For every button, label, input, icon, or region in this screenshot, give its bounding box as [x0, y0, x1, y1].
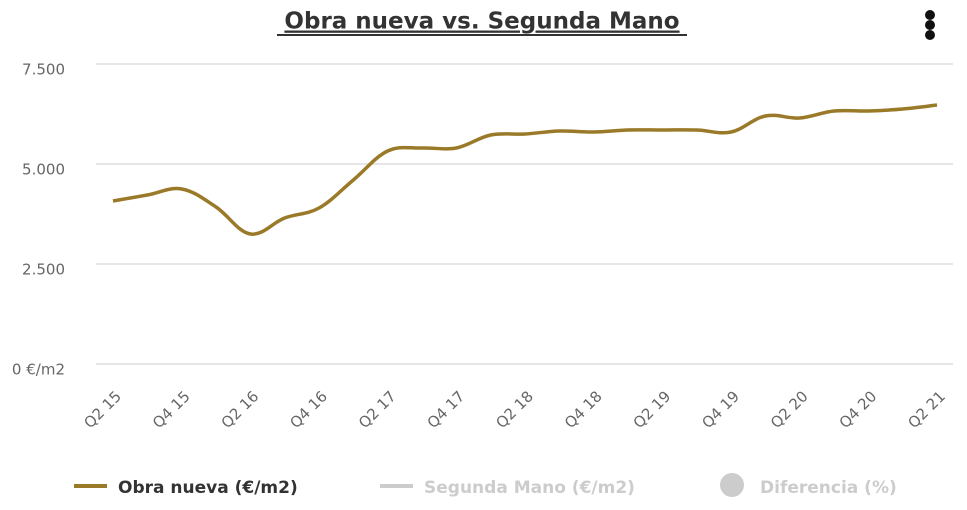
- x-tick-label: Q4 20: [836, 387, 881, 432]
- x-tick-label: Q2 21: [904, 387, 949, 432]
- x-tick-label: Q2 19: [630, 387, 675, 432]
- menu-dot[interactable]: [925, 10, 935, 20]
- legend-label[interactable]: Diferencia (%): [760, 478, 897, 498]
- x-tick-label: Q4 18: [561, 387, 606, 432]
- x-tick-label: Q2 16: [218, 387, 263, 432]
- x-tick-label: Q2 20: [767, 387, 812, 432]
- x-tick-label: Q4 17: [424, 387, 469, 432]
- y-tick-label: 2.500: [22, 261, 65, 279]
- legend-label[interactable]: Segunda Mano (€/m2): [424, 478, 635, 498]
- legend-label[interactable]: Obra nueva (€/m2): [118, 478, 298, 498]
- menu-dot[interactable]: [925, 30, 935, 40]
- chart-title: Obra nueva vs. Segunda Mano: [284, 9, 679, 35]
- series-line: [112, 103, 938, 236]
- x-tick-label: Q4 19: [698, 387, 743, 432]
- menu-dot[interactable]: [925, 20, 935, 30]
- y-tick-label: 5.000: [22, 161, 65, 179]
- x-tick-label: Q4 15: [149, 387, 194, 432]
- x-tick-label: Q2 17: [355, 387, 400, 432]
- x-tick-label: Q4 16: [286, 387, 331, 432]
- y-tick-label: 7.500: [22, 61, 65, 79]
- x-tick-label: Q2 18: [492, 387, 537, 432]
- y-tick-label: 0 €/m2: [12, 361, 65, 379]
- x-tick-label: Q2 15: [80, 387, 125, 432]
- legend-symbol: [720, 473, 744, 497]
- menu-button[interactable]: [925, 10, 935, 40]
